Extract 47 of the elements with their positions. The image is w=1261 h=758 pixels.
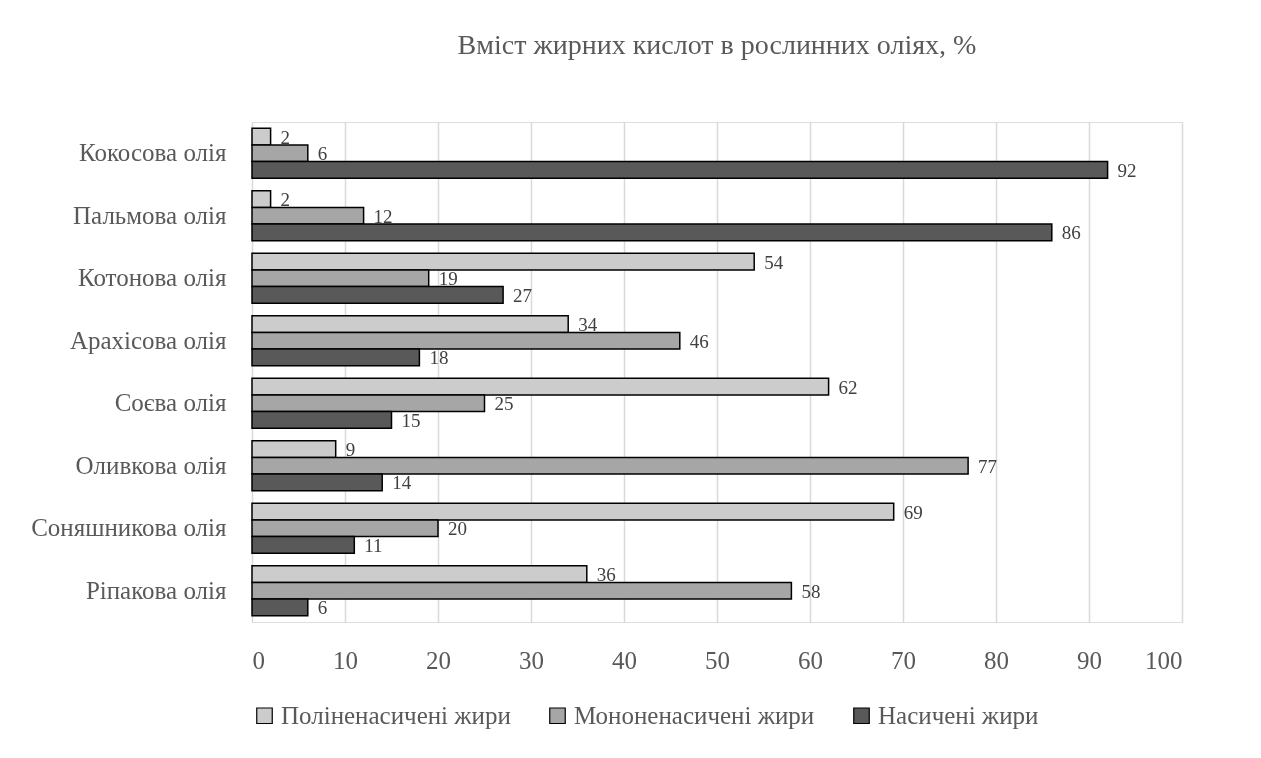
- data-label: 6: [317, 597, 328, 619]
- data-label: 9: [345, 439, 356, 461]
- data-label: 20: [448, 518, 467, 540]
- y-tick-label: Котонова олія: [78, 264, 227, 292]
- x-tick-label: 100: [1145, 646, 1183, 674]
- legend-label: Мононенасичені жири: [574, 701, 815, 729]
- x-tick-label: 20: [426, 646, 451, 674]
- y-tick-label: Соєва олія: [114, 389, 227, 417]
- y-tick-label: Оливкова олія: [75, 451, 227, 479]
- data-label: 15: [401, 409, 421, 431]
- data-label: 77: [978, 455, 998, 477]
- data-label: 19: [438, 268, 458, 290]
- x-tick-label: 70: [891, 646, 916, 674]
- x-tick-label: 40: [612, 646, 637, 674]
- data-label: 69: [903, 501, 923, 523]
- chart-title: Вміст жирних кислот в рослинних оліях, %: [457, 29, 977, 60]
- data-label: 2: [280, 126, 291, 148]
- data-label: 62: [838, 376, 858, 398]
- data-label: 34: [578, 314, 598, 336]
- y-tick-label: Ріпакова олія: [85, 576, 227, 604]
- legend-label: Поліненасичені жири: [281, 701, 511, 729]
- data-label: 12: [373, 205, 393, 227]
- data-label: 86: [1061, 222, 1081, 244]
- data-label: 58: [801, 580, 821, 602]
- data-label: 11: [364, 534, 383, 556]
- data-label: 54: [764, 251, 784, 273]
- x-tick-label: 30: [519, 646, 544, 674]
- x-tick-label: 90: [1077, 646, 1102, 674]
- y-tick-label: Соняшникова олія: [31, 514, 227, 542]
- data-label: 2: [280, 189, 291, 211]
- y-tick-label: Арахісова олія: [69, 326, 227, 354]
- data-label: 46: [689, 330, 709, 352]
- x-tick-label: 60: [798, 646, 823, 674]
- data-label: 6: [317, 143, 328, 165]
- y-tick-label: Кокосова олія: [79, 139, 227, 167]
- data-label: 92: [1117, 159, 1137, 181]
- legend-label: Насичені жири: [878, 701, 1039, 729]
- data-label: 25: [494, 393, 514, 415]
- x-tick-label: 10: [333, 646, 358, 674]
- y-tick-label: Пальмова олія: [73, 201, 227, 229]
- x-tick-label: 80: [984, 646, 1009, 674]
- data-label: 14: [392, 472, 412, 494]
- x-tick-label: 0: [252, 646, 265, 674]
- data-label: 36: [596, 564, 616, 586]
- x-tick-label: 50: [705, 646, 730, 674]
- data-label: 18: [429, 347, 449, 369]
- data-label: 27: [513, 284, 533, 306]
